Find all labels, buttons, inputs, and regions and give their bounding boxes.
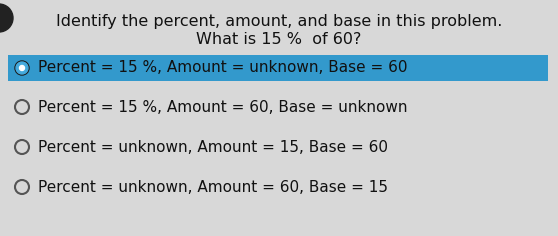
Circle shape [16, 181, 28, 193]
Circle shape [16, 141, 28, 153]
Text: What is 15 %  of 60?: What is 15 % of 60? [196, 32, 362, 47]
FancyBboxPatch shape [8, 55, 548, 81]
Circle shape [0, 4, 13, 32]
Circle shape [16, 101, 28, 113]
Circle shape [16, 62, 28, 74]
Text: Percent = 15 %, Amount = unknown, Base = 60: Percent = 15 %, Amount = unknown, Base =… [38, 60, 407, 76]
Circle shape [15, 61, 29, 75]
Text: Percent = unknown, Amount = 60, Base = 15: Percent = unknown, Amount = 60, Base = 1… [38, 180, 388, 194]
Circle shape [20, 66, 25, 71]
Text: Percent = 15 %, Amount = 60, Base = unknown: Percent = 15 %, Amount = 60, Base = unkn… [38, 100, 407, 114]
Text: Identify the percent, amount, and base in this problem.: Identify the percent, amount, and base i… [56, 14, 502, 29]
Text: Percent = unknown, Amount = 15, Base = 60: Percent = unknown, Amount = 15, Base = 6… [38, 139, 388, 155]
